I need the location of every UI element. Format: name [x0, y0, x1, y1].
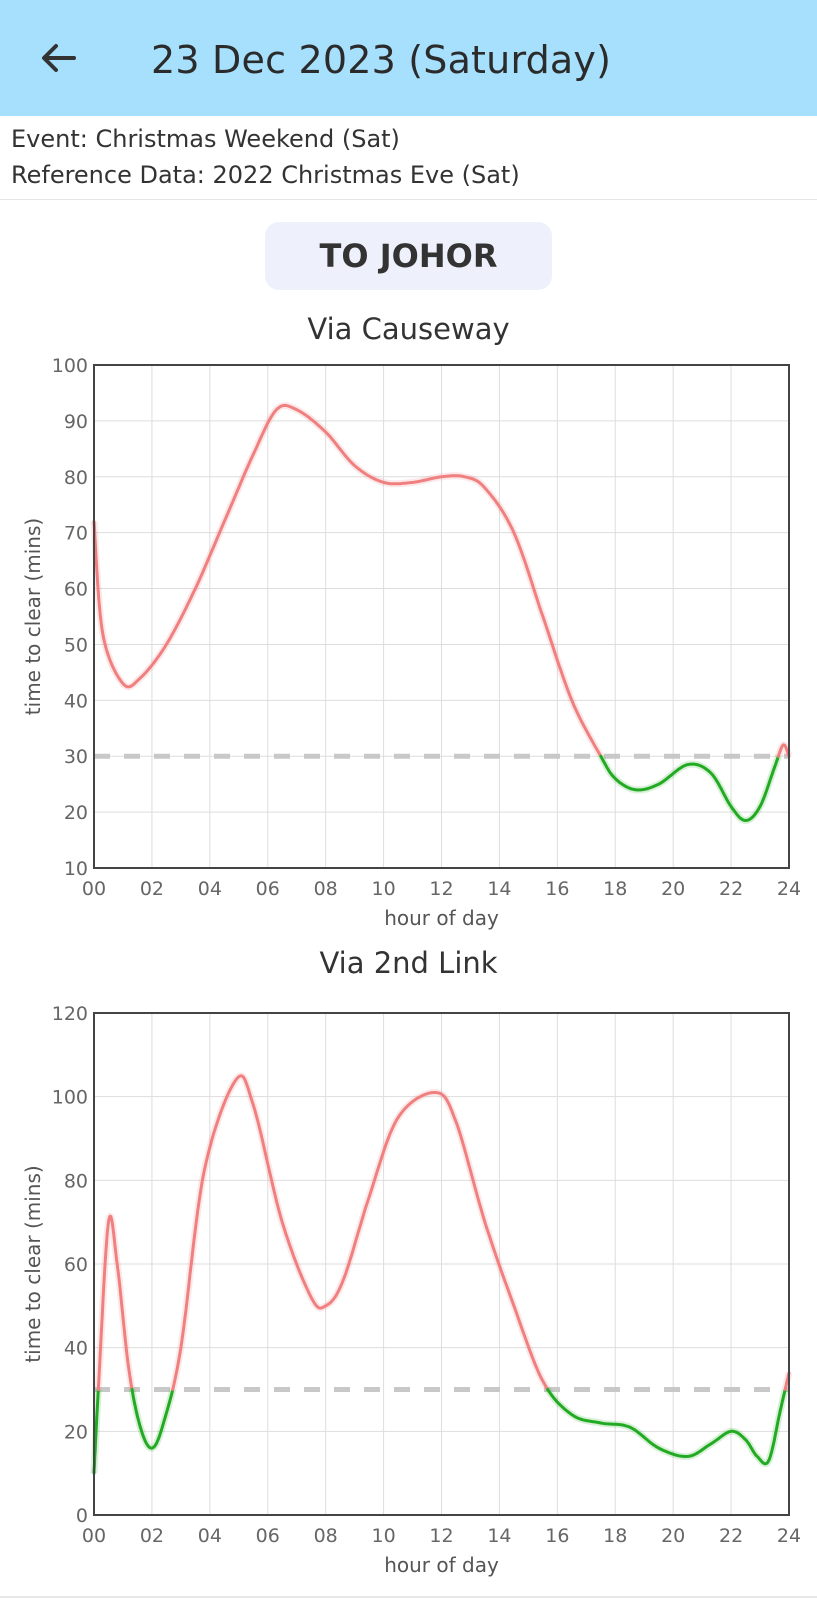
y-axis-label: time to clear (mins): [21, 1165, 45, 1362]
x-tick-label: 16: [545, 1525, 569, 1547]
series-line-above-threshold: [776, 743, 791, 758]
x-tick-label: 10: [371, 878, 395, 900]
y-tick-label: 100: [52, 1087, 88, 1109]
y-tick-label: 0: [76, 1505, 88, 1527]
back-button[interactable]: [30, 30, 86, 86]
series-line-above-threshold: [96, 1214, 134, 1391]
x-tick-label: 02: [140, 1525, 164, 1547]
second-link-chart: 00 02 04 06 08 10 12 14 16 18 20 22 24 0 20 40 60 80 100 12…: [21, 1003, 801, 1577]
y-tick-label: 90: [64, 411, 88, 433]
x-tick-label: 24: [777, 878, 801, 900]
divider: [0, 199, 817, 200]
y-tick-label: 20: [64, 802, 88, 824]
series-line-below-threshold: [546, 1388, 787, 1466]
y-tick-label: 70: [64, 523, 88, 545]
x-tick-label: 08: [314, 1525, 338, 1547]
x-tick-label: 08: [314, 878, 338, 900]
x-tick-label: 16: [545, 878, 569, 900]
y-tick-label: 20: [64, 1421, 88, 1443]
x-tick-label: 04: [198, 1525, 222, 1547]
y-tick-label: 50: [64, 634, 88, 656]
arrow-left-icon: [42, 44, 76, 72]
x-axis-label: hour of day: [384, 1553, 499, 1577]
x-tick-label: 22: [719, 1525, 743, 1547]
series-line-below-threshold: [599, 754, 780, 822]
x-tick-label: 22: [719, 878, 743, 900]
y-tick-label: 60: [64, 579, 88, 601]
direction-toggle-button[interactable]: TO JOHOR: [265, 222, 552, 290]
x-tick-label: 06: [256, 878, 280, 900]
plot-frame: [93, 1012, 790, 1516]
x-tick-label: 18: [603, 878, 627, 900]
x-tick-label: 18: [603, 1525, 627, 1547]
y-tick-label: 80: [64, 1170, 88, 1192]
x-axis-label: hour of day: [384, 906, 499, 930]
page-title: 23 Dec 2023 (Saturday): [151, 38, 612, 82]
x-tick-label: 00: [82, 878, 106, 900]
x-tick-label: 14: [487, 878, 511, 900]
series-line-above-threshold: [171, 1074, 550, 1391]
x-tick-label: 20: [661, 878, 685, 900]
event-text: Event: Christmas Weekend (Sat): [11, 125, 400, 153]
app-bar: 23 Dec 2023 (Saturday): [0, 0, 817, 116]
x-tick-label: 04: [198, 878, 222, 900]
plot-frame: [93, 364, 790, 869]
y-tick-label: 40: [64, 690, 88, 712]
y-tick-label: 80: [64, 467, 88, 489]
y-tick-label: 60: [64, 1254, 88, 1276]
y-tick-label: 10: [64, 858, 88, 880]
causeway-chart: 00 02 04 06 08 10 12 14 16 18 20 22 24 10 20 30 40 50 60 70…: [21, 355, 801, 930]
series-line-above-threshold: [92, 403, 603, 758]
series-line-glow: [169, 1072, 551, 1392]
series-line-below-threshold: [130, 1388, 175, 1450]
y-tick-label: 120: [52, 1003, 88, 1025]
x-tick-label: 00: [82, 1525, 106, 1547]
chart-title-causeway: Via Causeway: [307, 312, 510, 346]
x-tick-label: 14: [487, 1525, 511, 1547]
event-info: Event: Christmas Weekend (Sat) Reference…: [11, 121, 520, 193]
x-tick-label: 02: [140, 878, 164, 900]
x-tick-label: 06: [256, 1525, 280, 1547]
x-tick-label: 20: [661, 1525, 685, 1547]
chart-title-2nd-link: Via 2nd Link: [319, 946, 498, 980]
reference-data-text: Reference Data: 2022 Christmas Eve (Sat): [11, 161, 520, 189]
bottom-divider: [0, 1596, 817, 1598]
y-axis-label: time to clear (mins): [21, 518, 45, 715]
y-tick-label: 40: [64, 1338, 88, 1360]
y-tick-label: 100: [52, 355, 88, 377]
x-tick-label: 24: [777, 1525, 801, 1547]
x-tick-label: 12: [429, 1525, 453, 1547]
x-tick-label: 12: [429, 878, 453, 900]
x-tick-label: 10: [371, 1525, 395, 1547]
y-tick-label: 30: [64, 746, 88, 768]
